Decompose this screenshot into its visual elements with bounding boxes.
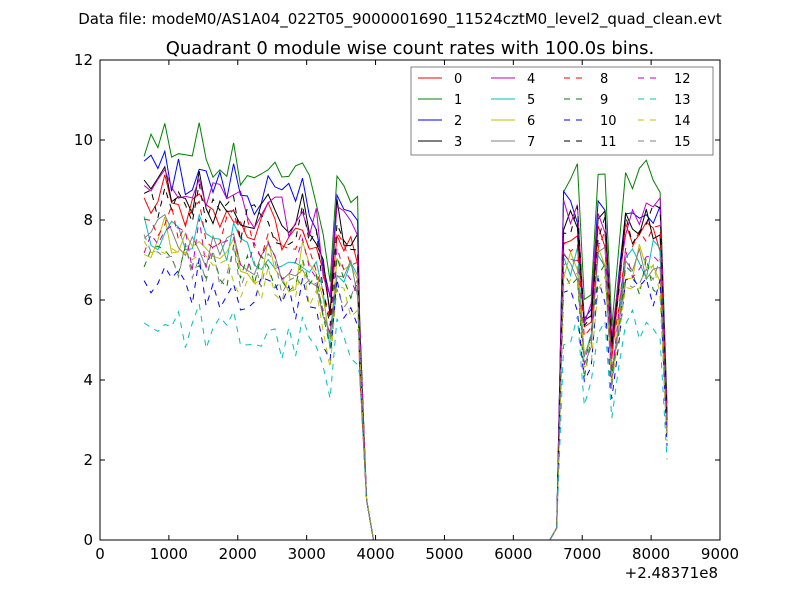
legend-label-8: 8 — [600, 72, 608, 87]
x-tick-label: 1000 — [150, 545, 188, 563]
x-tick-label: 4000 — [356, 545, 394, 563]
y-tick-label: 0 — [83, 531, 93, 549]
legend-label-5: 5 — [527, 93, 535, 108]
series-layer — [143, 122, 668, 541]
legend-label-15: 15 — [674, 135, 691, 150]
x-tick-label: 3000 — [288, 545, 326, 563]
legend-label-13: 13 — [674, 93, 691, 108]
legend-label-11: 11 — [600, 135, 617, 150]
series-line-11 — [143, 183, 668, 541]
series-line-10 — [143, 257, 668, 541]
legend-label-6: 6 — [527, 114, 535, 129]
legend-label-7: 7 — [527, 135, 535, 150]
x-tick-label: 7000 — [563, 545, 601, 563]
legend-box — [410, 66, 714, 156]
legend-label-4: 4 — [527, 72, 535, 87]
x-tick-label: 5000 — [425, 545, 463, 563]
x-tick-label: 6000 — [494, 545, 532, 563]
x-offset-label: +2.48371e8 — [625, 564, 718, 582]
legend-label-2: 2 — [454, 114, 462, 129]
y-tick-label: 12 — [74, 51, 93, 69]
legend-label-10: 10 — [600, 114, 617, 129]
y-tick-label: 6 — [83, 291, 93, 309]
legend-label-1: 1 — [454, 93, 462, 108]
legend-label-0: 0 — [454, 72, 462, 87]
x-tick-label: 8000 — [632, 545, 670, 563]
series-line-13 — [143, 303, 668, 541]
x-tick-label: 0 — [95, 545, 105, 563]
legend-label-12: 12 — [674, 72, 691, 87]
y-tick-label: 4 — [83, 371, 93, 389]
y-tick-label: 10 — [74, 131, 93, 149]
legend-label-14: 14 — [674, 114, 691, 129]
series-line-15 — [143, 234, 668, 541]
series-line-1 — [143, 122, 668, 541]
y-tick-label: 8 — [83, 211, 93, 229]
x-axis: 0 1000 2000 3000 4000 5000 6000 7000 8000 9000 — [95, 60, 739, 563]
series-line-7 — [143, 213, 668, 541]
x-tick-label: 9000 — [701, 545, 739, 563]
x-tick-label: 2000 — [219, 545, 257, 563]
series-line-4 — [143, 168, 668, 541]
y-tick-label: 2 — [83, 451, 93, 469]
chart-title: Quadrant 0 module wise count rates with … — [166, 38, 655, 59]
legend-label-3: 3 — [454, 135, 462, 150]
legend-label-9: 9 — [600, 93, 608, 108]
suptitle: Data file: modeM0/AS1A04_022T05_90000016… — [78, 10, 722, 29]
